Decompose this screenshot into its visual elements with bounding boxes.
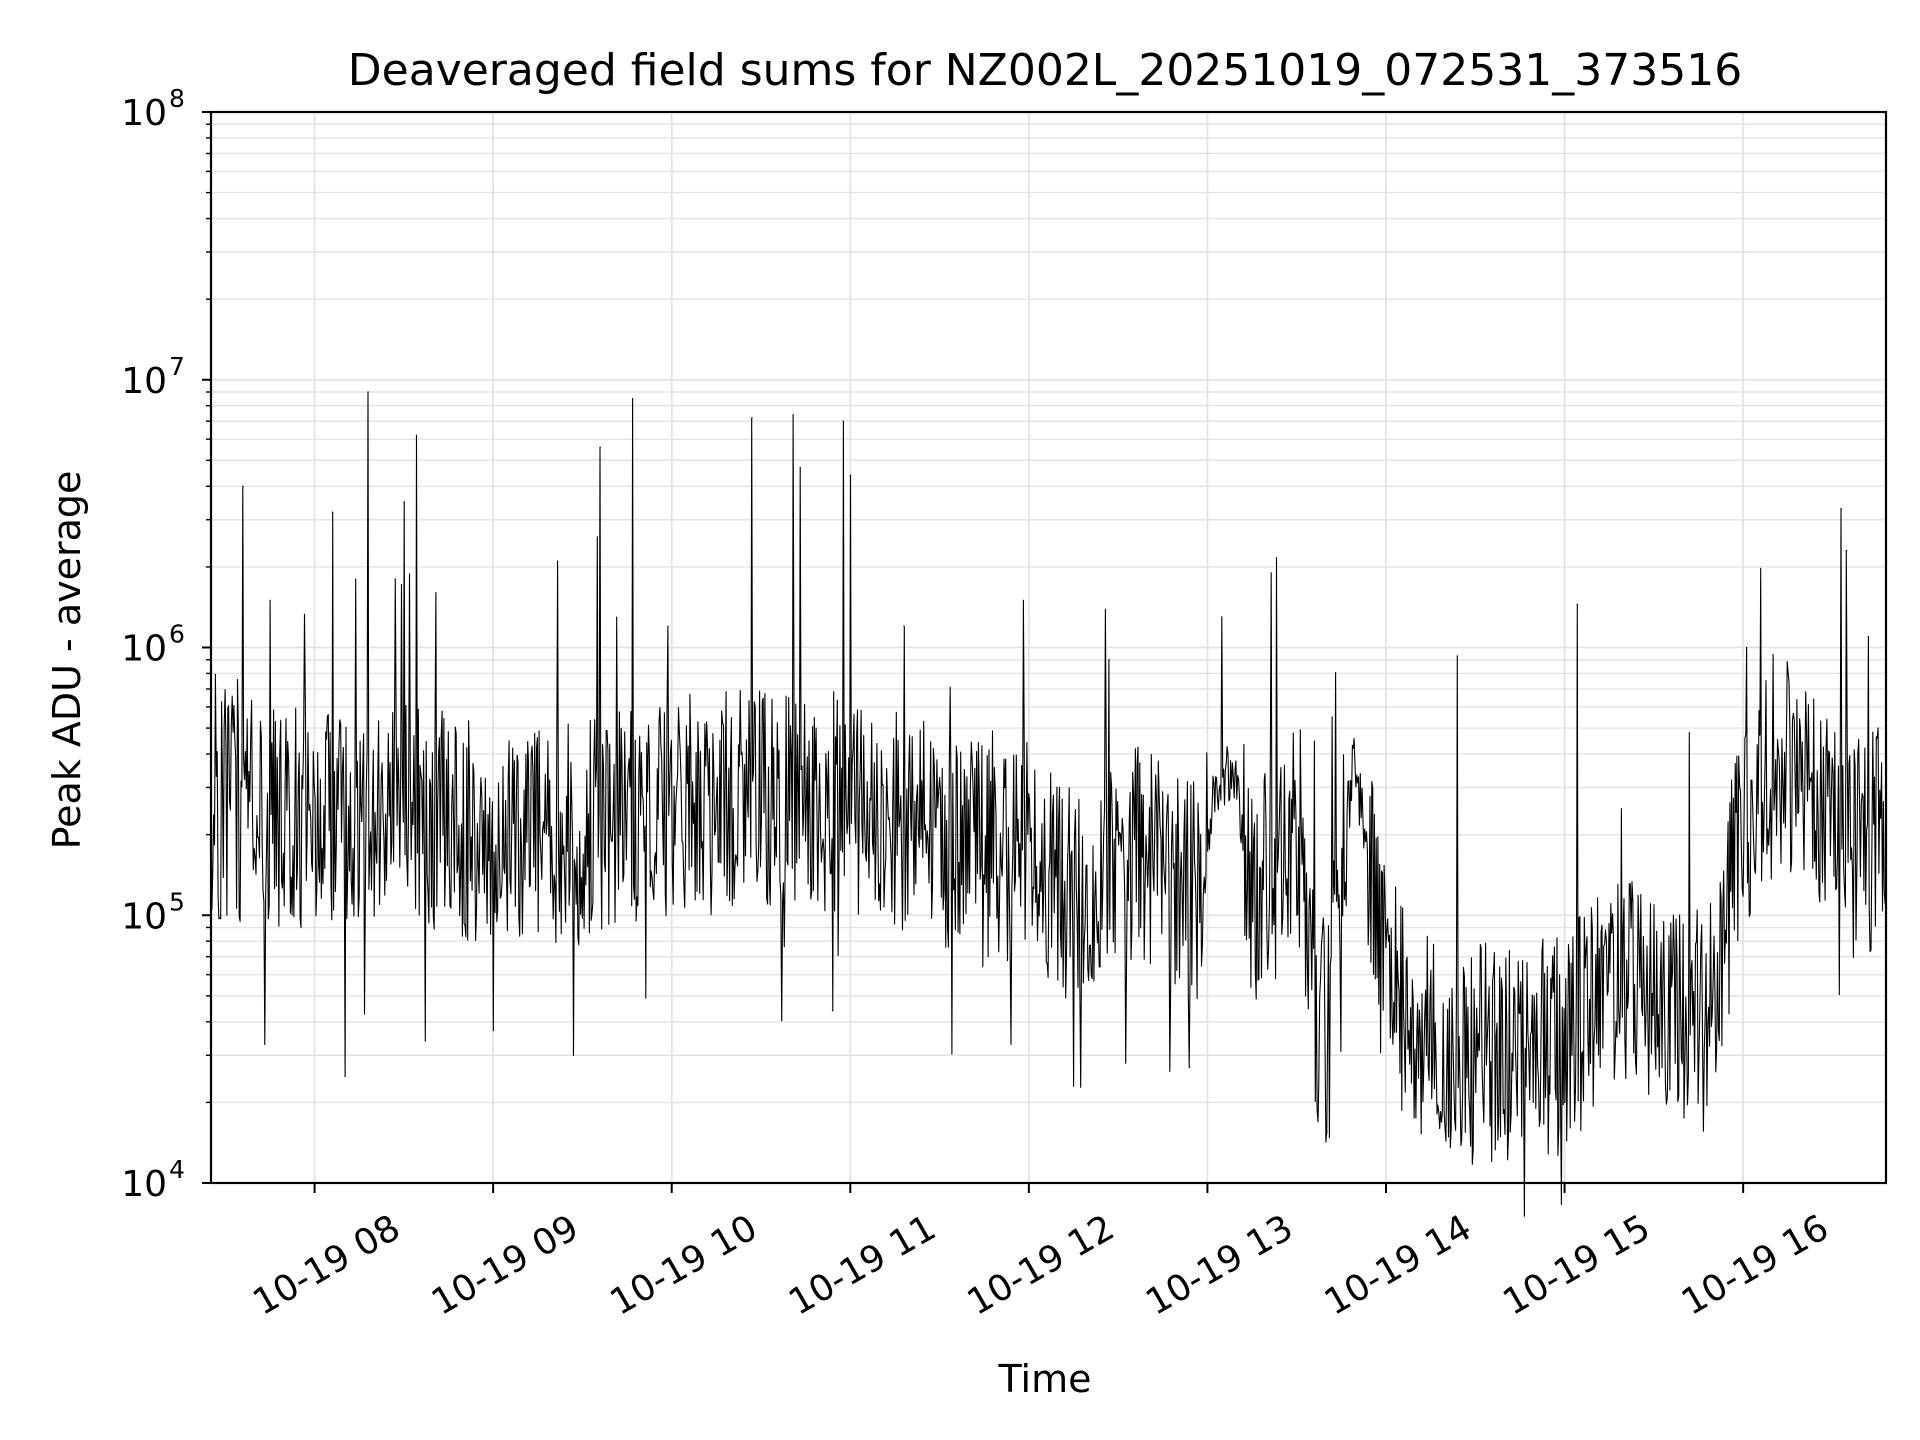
y-axis-label: Peak ADU - average xyxy=(45,471,89,850)
spike-point xyxy=(1576,603,1578,605)
spike-point xyxy=(1867,635,1869,638)
y-tick-exponent: 4 xyxy=(169,1155,185,1184)
dip-point xyxy=(344,1075,346,1078)
spike-point xyxy=(1688,732,1691,734)
y-tick-exponent: 7 xyxy=(169,352,185,381)
dip-point xyxy=(424,1040,426,1042)
y-tick-exponent: 5 xyxy=(169,887,185,916)
y-tick-label: 10 xyxy=(121,93,167,134)
spike-point xyxy=(242,485,244,487)
dip-point xyxy=(572,1054,575,1056)
spike-point xyxy=(599,446,601,448)
spike-point xyxy=(1221,616,1223,618)
spike-point xyxy=(667,625,669,627)
spike-point xyxy=(403,501,405,503)
dip-point xyxy=(831,1010,834,1012)
dip-point xyxy=(1563,1101,1566,1103)
spike-point xyxy=(1331,716,1334,718)
dip-point xyxy=(1072,1085,1075,1087)
dip-point xyxy=(1510,1114,1512,1116)
spike-point xyxy=(849,474,851,476)
series-line xyxy=(210,391,1887,1217)
spike-point xyxy=(556,560,559,562)
dip-point xyxy=(1010,1043,1012,1045)
spike-point xyxy=(367,391,369,393)
dip-point xyxy=(1683,1117,1685,1119)
chart-title: Deaveraged field sums for NZ002L_2025101… xyxy=(348,45,1742,96)
spike-point xyxy=(1022,599,1025,601)
dip-point xyxy=(1438,1127,1441,1129)
dip-point xyxy=(263,1043,266,1045)
spike-point xyxy=(415,434,417,436)
y-tick-exponent: 8 xyxy=(169,84,185,113)
y-tick-exponent: 6 xyxy=(169,620,185,649)
spike-point xyxy=(751,417,753,419)
y-tick-label: 10 xyxy=(121,361,167,402)
data-trace xyxy=(210,391,1887,1217)
spike-point xyxy=(842,420,844,422)
dip-point xyxy=(1326,1131,1328,1133)
spike-point xyxy=(435,592,437,594)
spike-point xyxy=(631,398,634,400)
spike-point xyxy=(1840,508,1842,510)
y-tick-label: 10 xyxy=(121,1164,167,1205)
spike-point xyxy=(792,414,794,416)
spike-point xyxy=(355,578,357,580)
dip-point xyxy=(1188,1066,1191,1069)
spike-point xyxy=(1456,655,1459,657)
x-axis-label: Time xyxy=(998,1357,1092,1401)
y-tick-label: 10 xyxy=(121,896,167,937)
spike-point xyxy=(903,625,905,627)
spike-point xyxy=(799,466,801,469)
spike-point xyxy=(1846,550,1848,552)
spike-point xyxy=(269,599,271,601)
spike-point xyxy=(1746,646,1748,649)
y-tick-label: 10 xyxy=(121,629,167,670)
spike-point xyxy=(331,511,334,513)
spike-point xyxy=(1108,659,1110,661)
spike-point xyxy=(394,578,396,580)
